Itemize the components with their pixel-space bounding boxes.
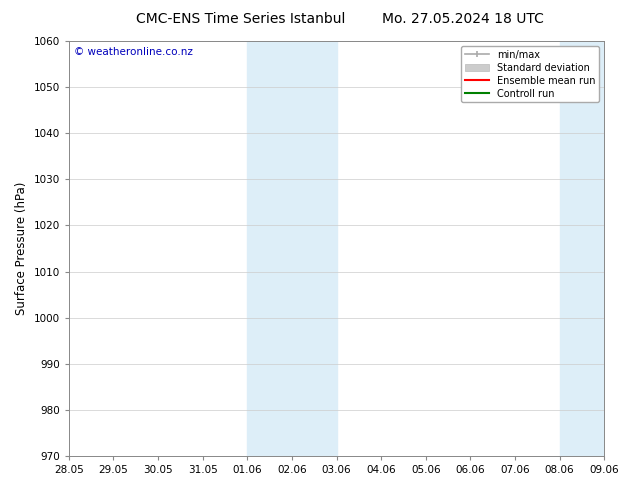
Text: CMC-ENS Time Series Istanbul: CMC-ENS Time Series Istanbul	[136, 12, 346, 26]
Bar	[247, 41, 337, 456]
Legend: min/max, Standard deviation, Ensemble mean run, Controll run: min/max, Standard deviation, Ensemble me…	[461, 46, 599, 102]
Y-axis label: Surface Pressure (hPa): Surface Pressure (hPa)	[15, 182, 28, 315]
Bar	[560, 41, 604, 456]
Text: Mo. 27.05.2024 18 UTC: Mo. 27.05.2024 18 UTC	[382, 12, 544, 26]
Text: © weatheronline.co.nz: © weatheronline.co.nz	[74, 47, 193, 57]
